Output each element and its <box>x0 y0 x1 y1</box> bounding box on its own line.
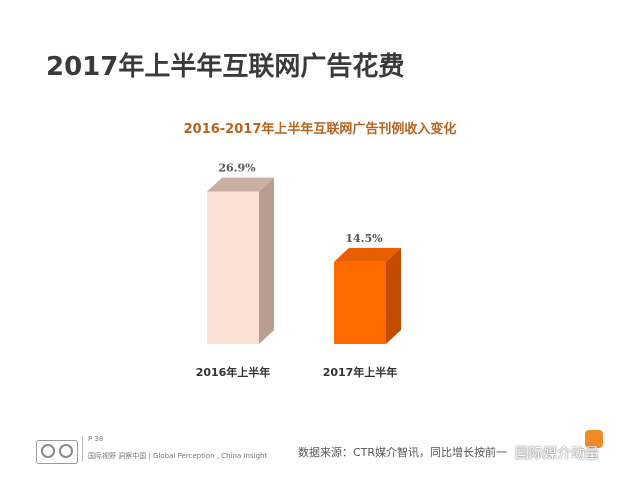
category-label-0: 2016年上半年 <box>196 365 271 379</box>
page-number: P 38 <box>88 435 104 443</box>
footer-logo-area: P 38 国际视野 洞察中国 | Global Perception , Chi… <box>36 434 276 464</box>
bar-side-1 <box>386 247 401 344</box>
bar-top-1 <box>334 247 401 262</box>
bar-chart: 26.9% 2016年上半年 14.5% 2017年上半年 <box>196 162 401 379</box>
bar-top-0 <box>207 177 274 192</box>
footer-divider <box>82 436 83 462</box>
footer-slogan: 国际视野 洞察中国 | Global Perception , China In… <box>88 452 268 460</box>
bar-front-1 <box>334 261 386 344</box>
brand-logo-icon <box>585 430 603 448</box>
category-label-1: 2017年上半年 <box>323 365 398 379</box>
chart-title: 2016-2017年上半年互联网广告刊例收入变化 <box>183 122 457 137</box>
bar-side-0 <box>259 177 274 344</box>
bar-value-label-0: 26.9% <box>218 162 256 175</box>
certification-logo-icon <box>36 440 78 464</box>
bar-front-0 <box>207 191 259 344</box>
watermark-text: 国际媒介动量 <box>515 446 599 462</box>
data-source-note: 数据来源：CTR媒介智讯，同比增长按前一 <box>298 446 508 459</box>
page-title: 2017年上半年互联网广告花费 <box>46 52 405 82</box>
bar-value-label-1: 14.5% <box>345 232 383 245</box>
